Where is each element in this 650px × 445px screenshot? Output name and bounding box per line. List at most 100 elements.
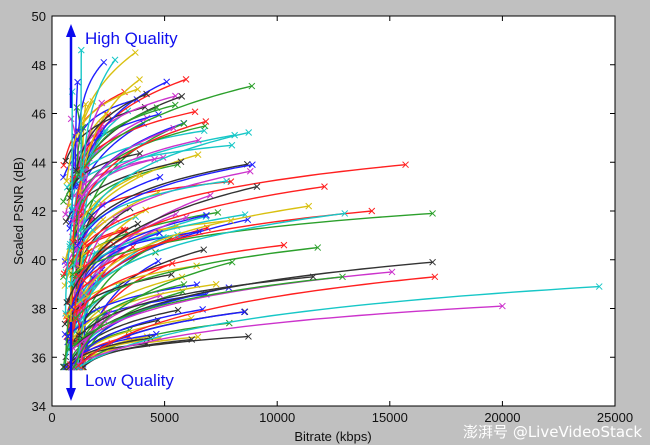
- start-marker-141: [72, 341, 80, 349]
- end-marker-109: [206, 191, 214, 199]
- start-marker-11: [62, 211, 69, 218]
- rd-curve-86: [78, 81, 168, 186]
- rd-curve-95: [75, 157, 90, 265]
- start-marker-148: [60, 198, 67, 205]
- end-marker-h18: [195, 136, 202, 144]
- watermark: 澎湃号 @LiveVideoStack: [463, 423, 642, 441]
- start-marker-h24: [77, 176, 85, 183]
- rd-curve-h22: [82, 59, 116, 172]
- start-marker-h4: [69, 271, 76, 278]
- end-marker-h11: [314, 244, 322, 251]
- rd-curve-64: [79, 291, 184, 368]
- rd-curve-h2: [77, 276, 435, 367]
- end-marker-h20: [143, 90, 150, 98]
- rd-curve-129: [68, 131, 106, 247]
- start-marker-14: [60, 161, 68, 169]
- rd-curve-49: [75, 246, 134, 344]
- x-tick-label: 20000: [484, 410, 520, 425]
- rd-curve-111: [79, 219, 104, 268]
- y-axis-label: Scaled PSNR (dB): [11, 157, 26, 265]
- rd-curve-h10: [77, 185, 325, 277]
- start-marker-139: [63, 313, 70, 320]
- end-marker-20: [134, 85, 142, 93]
- rd-curve-h17: [73, 261, 233, 368]
- rd-curve-h16: [76, 164, 253, 246]
- end-marker-80: [245, 129, 253, 136]
- y-tick-label: 50: [32, 9, 46, 24]
- end-marker-54: [245, 333, 252, 340]
- rd-curve-h18: [75, 139, 199, 209]
- start-marker-h8: [77, 296, 84, 304]
- end-marker-58: [156, 173, 164, 181]
- rd-curve-92: [64, 268, 79, 368]
- rd-curve-109: [82, 194, 211, 311]
- rd-curve-79: [74, 82, 79, 188]
- curves-layer: [59, 46, 603, 371]
- rd-curve-38: [80, 216, 136, 266]
- end-marker-h24: [77, 46, 85, 54]
- end-marker-129: [101, 128, 109, 136]
- y-tick-label: 34: [32, 399, 46, 414]
- rd-curve-80: [79, 131, 249, 231]
- rd-curve-h23: [77, 61, 105, 132]
- end-marker-69: [136, 170, 144, 178]
- x-tick-label: 10000: [259, 410, 295, 425]
- end-marker-57: [171, 101, 179, 109]
- rd-curve-h9: [68, 276, 343, 351]
- end-marker-149: [240, 308, 248, 316]
- end-marker-132: [212, 280, 220, 288]
- end-marker-h10: [321, 183, 328, 190]
- rd-curve-h19: [72, 127, 174, 222]
- rd-curve-134: [76, 127, 84, 173]
- end-marker-143: [96, 272, 104, 280]
- rd-curve-122: [64, 243, 71, 314]
- end-marker-86: [163, 78, 171, 86]
- rd-curve-135: [71, 308, 203, 368]
- start-marker-129: [66, 243, 73, 250]
- end-marker-h9: [339, 273, 346, 281]
- y-tick-label: 48: [32, 58, 46, 73]
- low-quality-annotation: Low Quality: [66, 322, 174, 401]
- start-marker-147: [69, 238, 77, 246]
- rd-curve-h5: [84, 164, 406, 245]
- rd-curve-101: [82, 134, 235, 203]
- y-tick-label: 44: [32, 155, 46, 170]
- rd-curve-74: [72, 95, 176, 168]
- rd-curve-115: [70, 229, 94, 285]
- rd-curve-1: [80, 163, 178, 217]
- rd-curve-h14: [80, 244, 285, 309]
- end-marker-148: [248, 82, 256, 90]
- rd-curve-103: [75, 223, 139, 302]
- high-quality-label: High Quality: [85, 29, 178, 48]
- end-marker-46: [98, 201, 106, 208]
- down-arrowhead-icon: [66, 388, 76, 401]
- rd-curve-133: [79, 120, 206, 213]
- x-axis-label: Bitrate (kbps): [294, 429, 371, 444]
- start-marker-h15: [63, 298, 71, 306]
- end-marker-101: [231, 131, 239, 139]
- end-marker-h4: [429, 210, 436, 217]
- start-marker-115: [67, 280, 75, 288]
- ticks-layer: 0 5000 10000 15000 20000 25000 34 36 38 40 42 44 46 4…: [32, 9, 634, 425]
- rd-curve-h13: [83, 205, 309, 294]
- end-marker-96: [88, 212, 96, 220]
- end-marker-146: [136, 76, 143, 83]
- rd-curve-h12: [78, 276, 314, 336]
- end-marker-103: [134, 220, 142, 228]
- y-tick-label: 36: [32, 350, 46, 365]
- rd-curve-h11: [75, 246, 318, 319]
- rd-curve-131: [69, 337, 151, 368]
- end-marker-h14: [280, 241, 288, 249]
- rd-curve-h20: [75, 93, 147, 171]
- end-marker-47: [177, 158, 185, 166]
- end-marker-116: [182, 214, 190, 221]
- start-marker-124: [60, 363, 67, 371]
- rd-curve-h4: [72, 212, 433, 276]
- end-marker-h8: [341, 210, 349, 217]
- end-marker-141: [180, 281, 188, 288]
- end-marker-133: [202, 118, 210, 125]
- end-marker-h23: [100, 58, 108, 66]
- end-marker-105: [191, 108, 199, 116]
- rd-curve-41: [69, 153, 199, 252]
